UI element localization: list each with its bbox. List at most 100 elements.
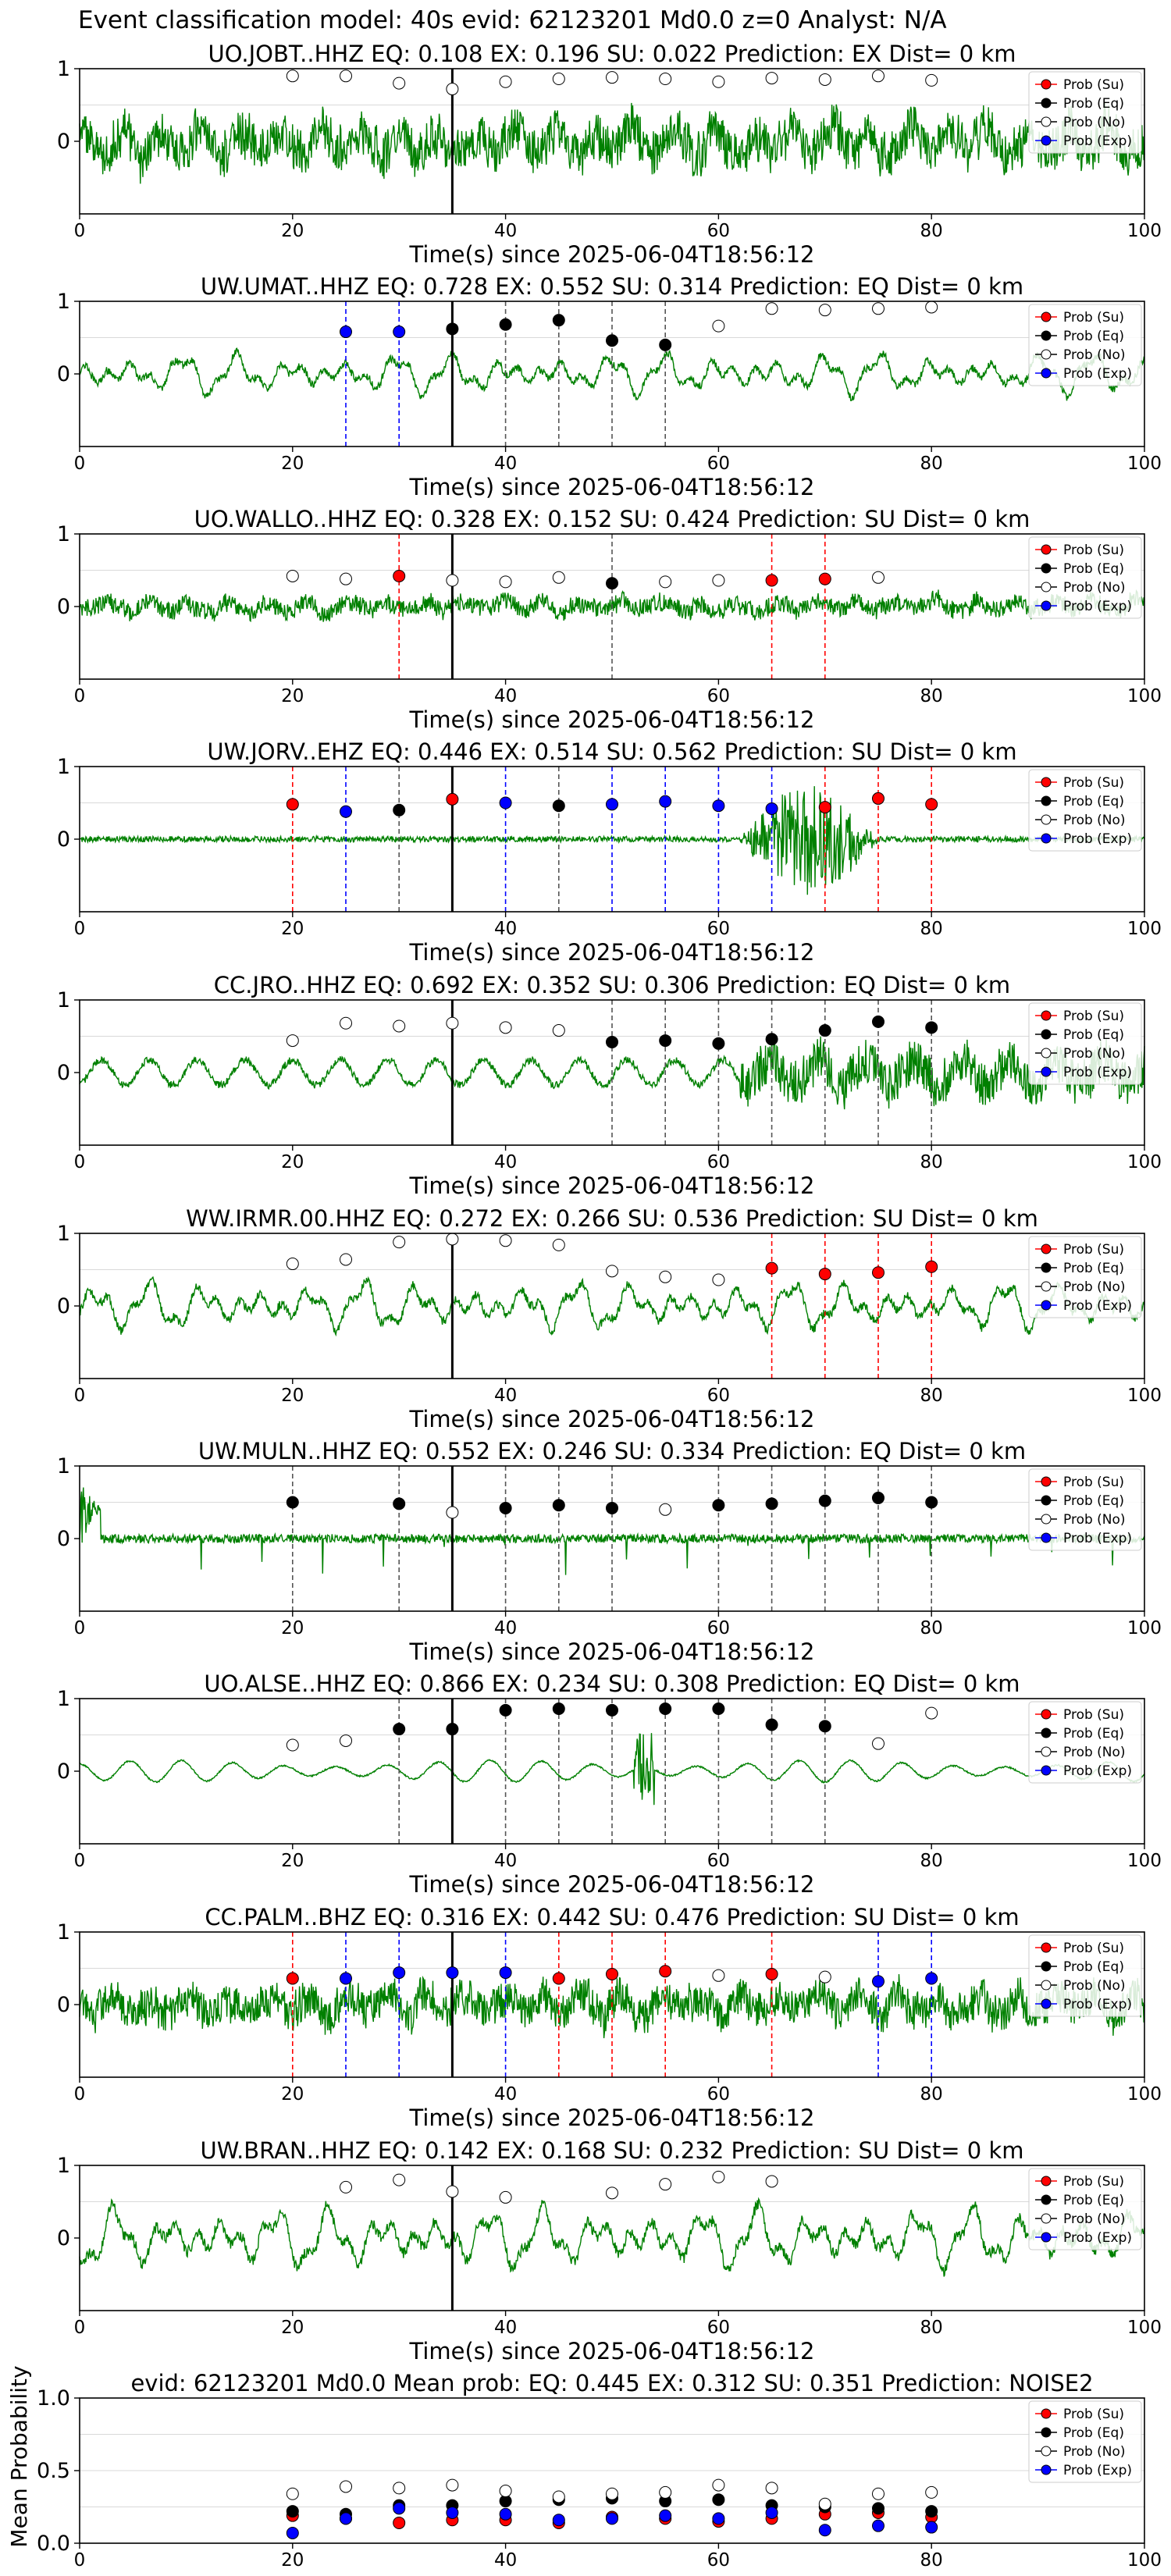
panel-8-point-2 bbox=[393, 1723, 406, 1736]
panel-9-legend-marker-no bbox=[1041, 1980, 1052, 1991]
panel-6-waveform bbox=[79, 1276, 1145, 1337]
panel-6-point-3 bbox=[446, 1233, 459, 1246]
panel-6-title: WW.IRMR.00.HHZ EQ: 0.272 EX: 0.266 SU: 0… bbox=[186, 1205, 1038, 1232]
panel-5-legend-label-exp: Prob (Exp) bbox=[1063, 1065, 1132, 1080]
panel-9-xtick-label-40: 40 bbox=[494, 2084, 517, 2105]
panel-4-ytick-label-1: 1 bbox=[57, 755, 70, 779]
panel-11-exp-point-5 bbox=[552, 2514, 565, 2527]
panel-6-point-1 bbox=[340, 1253, 352, 1266]
panel-1-legend: Prob (Su) Prob (Eq) Prob (No) Prob (Exp) bbox=[1028, 71, 1142, 154]
panel-8-point-11 bbox=[872, 1737, 884, 1750]
panel-11-exp-point-9 bbox=[765, 2506, 778, 2519]
panel-9-point-5 bbox=[552, 1972, 565, 1985]
panel-3-xtick-label-0: 0 bbox=[74, 686, 86, 706]
panel-6-xtick-label-100: 100 bbox=[1127, 1386, 1162, 1406]
panel-3-ytick-label-0: 0 bbox=[57, 595, 70, 619]
panel-9-xlabel: Time(s) since 2025-06-04T18:56:12 bbox=[409, 2105, 815, 2131]
panel-11-legend-label-eq: Prob (Eq) bbox=[1063, 2425, 1124, 2441]
panel-9-legend-label-su: Prob (Su) bbox=[1063, 1941, 1124, 1956]
panel-4-point-2 bbox=[393, 803, 406, 817]
panel-11-no-point-8 bbox=[712, 2478, 725, 2492]
panel-4-legend-label-no: Prob (No) bbox=[1063, 813, 1126, 828]
panel-6-xlabel: Time(s) since 2025-06-04T18:56:12 bbox=[409, 1406, 815, 1432]
panel-1-frame bbox=[79, 68, 1145, 215]
panel-5-point-1 bbox=[340, 1016, 352, 1030]
panel-6-legend-label-no: Prob (No) bbox=[1063, 1279, 1126, 1295]
panel-3-title: UO.WALLO..HHZ EQ: 0.328 EX: 0.152 SU: 0.… bbox=[194, 506, 1030, 532]
panel-8-point-6 bbox=[606, 1703, 618, 1717]
panel-3: UO.WALLO..HHZ EQ: 0.328 EX: 0.152 SU: 0.… bbox=[57, 506, 1162, 733]
panel-10-legend-box bbox=[1028, 2168, 1142, 2250]
panel-4-xlabel: Time(s) since 2025-06-04T18:56:12 bbox=[409, 939, 815, 966]
panel-9-point-2 bbox=[393, 1966, 406, 1980]
panel-9-xtick-label-100: 100 bbox=[1127, 2084, 1162, 2105]
panel-4-xtick-label-80: 80 bbox=[920, 919, 943, 939]
panel-11-exp-point-12 bbox=[925, 2521, 938, 2534]
panel-10-xtick-label-100: 100 bbox=[1127, 2318, 1162, 2338]
panel-4-ytick-label-0: 0 bbox=[57, 827, 70, 852]
panel-7-point-10 bbox=[872, 1491, 884, 1504]
panel-5-legend-label-su: Prob (Su) bbox=[1063, 1009, 1124, 1024]
panel-2-point-11 bbox=[925, 301, 938, 314]
panel-4-legend-box bbox=[1028, 769, 1142, 852]
panel-10-legend-label-su: Prob (Su) bbox=[1063, 2174, 1124, 2190]
panel-7-point-1 bbox=[393, 1497, 406, 1510]
panel-4-point-8 bbox=[712, 799, 725, 813]
panel-3-waveform bbox=[79, 589, 1145, 623]
panel-6: WW.IRMR.00.HHZ EQ: 0.272 EX: 0.266 SU: 0… bbox=[57, 1205, 1162, 1432]
panel-1-point-3 bbox=[446, 83, 459, 96]
panel-2-xtick-label-40: 40 bbox=[494, 454, 517, 474]
panel-6-legend-marker-exp bbox=[1041, 1300, 1052, 1311]
panel-10: UW.BRAN..HHZ EQ: 0.142 EX: 0.168 SU: 0.2… bbox=[57, 2137, 1162, 2364]
panel-2-legend-marker-exp bbox=[1041, 368, 1052, 379]
panel-3-xtick-label-40: 40 bbox=[494, 686, 517, 706]
panel-9-point-3 bbox=[446, 1966, 459, 1980]
panel-11-title: evid: 62123201 Md0.0 Mean prob: EQ: 0.44… bbox=[130, 2370, 1093, 2396]
panel-6-ytick-label-0: 0 bbox=[57, 1294, 70, 1318]
panel-5-point-6 bbox=[606, 1035, 618, 1048]
figure-suptitle: Event classification model: 40s evid: 62… bbox=[78, 6, 947, 34]
panel-11-exp-point-8 bbox=[712, 2512, 725, 2525]
panel-11-ytick-label-0.5: 0.5 bbox=[37, 2459, 70, 2483]
panel-2-legend-marker-su bbox=[1041, 311, 1052, 322]
panel-5-legend-box bbox=[1028, 1002, 1142, 1085]
panel-7-point-0 bbox=[286, 1496, 299, 1509]
panel-9-title: CC.PALM..BHZ EQ: 0.316 EX: 0.442 SU: 0.4… bbox=[205, 1904, 1019, 1930]
panel-5: CC.JRO..HHZ EQ: 0.692 EX: 0.352 SU: 0.30… bbox=[57, 972, 1162, 1199]
panel-9-ytick-label-0: 0 bbox=[57, 1993, 70, 2017]
panel-3-point-8 bbox=[712, 574, 725, 587]
panel-1-point-2 bbox=[393, 76, 406, 90]
panel-8-point-7 bbox=[659, 1703, 672, 1716]
panel-11: evid: 62123201 Md0.0 Mean prob: EQ: 0.44… bbox=[6, 2365, 1162, 2571]
panel-1-legend-marker-eq bbox=[1041, 98, 1052, 109]
panel-4-xtick-label-0: 0 bbox=[74, 919, 86, 939]
panel-11-no-point-6 bbox=[606, 2487, 618, 2500]
panel-11-exp-point-2 bbox=[393, 2502, 406, 2515]
panel-9-legend-marker-eq bbox=[1041, 1961, 1052, 1972]
panel-10-ytick-label-0: 0 bbox=[57, 2226, 70, 2250]
panel-10-point-1 bbox=[393, 2173, 406, 2186]
panel-10-xtick-label-40: 40 bbox=[494, 2318, 517, 2338]
panel-11-no-point-9 bbox=[765, 2482, 778, 2495]
panel-5-frame bbox=[79, 999, 1145, 1146]
panel-8-legend-label-su: Prob (Su) bbox=[1063, 1707, 1124, 1723]
panel-5-point-4 bbox=[499, 1021, 512, 1034]
panel-10-legend-label-exp: Prob (Exp) bbox=[1063, 2230, 1132, 2246]
panel-8-point-8 bbox=[712, 1703, 725, 1716]
panel-2-legend-box bbox=[1028, 304, 1142, 386]
panel-8-xlabel: Time(s) since 2025-06-04T18:56:12 bbox=[409, 1871, 815, 1898]
panel-9-legend-box bbox=[1028, 1934, 1142, 2017]
panel-4-point-12 bbox=[925, 798, 938, 811]
panel-1-point-4 bbox=[499, 75, 512, 88]
panel-8-point-12 bbox=[925, 1706, 938, 1720]
panel-10-xtick-label-60: 60 bbox=[707, 2318, 730, 2338]
panel-11-eq-point-8 bbox=[712, 2493, 725, 2507]
panel-6-point-6 bbox=[606, 1265, 618, 1278]
panel-10-legend: Prob (Su) Prob (Eq) Prob (No) Prob (Exp) bbox=[1028, 2168, 1142, 2250]
panel-2-xtick-label-0: 0 bbox=[74, 454, 86, 474]
panel-8-legend-marker-no bbox=[1041, 1746, 1052, 1757]
panel-2-point-5 bbox=[606, 334, 618, 347]
panel-6-legend-box bbox=[1028, 1236, 1142, 1318]
panel-10-xtick-label-80: 80 bbox=[920, 2318, 943, 2338]
panel-8-xtick-label-40: 40 bbox=[494, 1851, 517, 1871]
